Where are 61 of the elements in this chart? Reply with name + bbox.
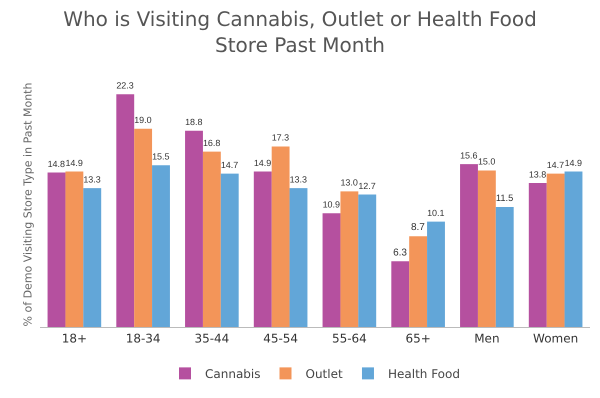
bar bbox=[340, 191, 358, 327]
bar bbox=[496, 206, 514, 327]
x-tick-label: Women bbox=[533, 331, 578, 346]
data-label: 15.5 bbox=[152, 152, 170, 162]
bar bbox=[65, 171, 84, 327]
bar bbox=[409, 236, 428, 327]
bar bbox=[478, 170, 496, 327]
bar bbox=[290, 188, 308, 327]
bar bbox=[322, 213, 340, 327]
bar bbox=[358, 194, 376, 327]
x-tick-label: 45-54 bbox=[263, 331, 298, 346]
data-label: 14.9 bbox=[65, 158, 83, 168]
data-label: 16.8 bbox=[202, 138, 220, 148]
data-label: 6.3 bbox=[393, 247, 408, 258]
data-label: 11.5 bbox=[496, 193, 514, 204]
bar bbox=[134, 128, 152, 327]
data-label: 8.7 bbox=[410, 222, 426, 234]
legend-label: Health Food bbox=[388, 367, 460, 382]
data-label: 10.1 bbox=[427, 208, 445, 218]
bar bbox=[528, 182, 547, 327]
bar bbox=[391, 261, 410, 327]
x-tick-label: 18+ bbox=[62, 331, 88, 346]
data-label: 15.0 bbox=[478, 156, 496, 167]
legend-label: Outlet bbox=[306, 367, 343, 382]
bar bbox=[116, 94, 134, 327]
bar bbox=[185, 130, 203, 327]
data-label: 10.9 bbox=[322, 200, 340, 210]
x-tick-label: 65+ bbox=[405, 331, 431, 346]
data-label: 15.6 bbox=[460, 150, 478, 160]
data-label: 17.3 bbox=[272, 132, 290, 143]
x-tick-label: Men bbox=[474, 331, 500, 346]
bar bbox=[564, 171, 582, 327]
bar bbox=[460, 164, 478, 327]
x-tick-label: 55-64 bbox=[332, 331, 367, 346]
bar bbox=[254, 171, 272, 327]
data-label: 18.8 bbox=[185, 117, 203, 128]
bar bbox=[272, 146, 290, 327]
legend-label: Cannabis bbox=[205, 367, 260, 382]
data-label: 14.9 bbox=[564, 158, 582, 168]
data-label: 22.3 bbox=[116, 80, 134, 91]
bar bbox=[546, 174, 565, 327]
x-tick-label: 35-44 bbox=[194, 331, 230, 346]
data-label: 13.0 bbox=[340, 178, 358, 188]
data-label: 14.7 bbox=[546, 160, 564, 170]
bar bbox=[152, 165, 170, 327]
chart-title: Who is Visiting Cannabis, Outlet or Health Food Store Past Month bbox=[63, 6, 537, 57]
bar bbox=[202, 152, 221, 327]
data-label: 14.8 bbox=[48, 158, 66, 169]
data-label: 14.7 bbox=[220, 160, 238, 170]
x-tick-label: 18-34 bbox=[126, 331, 161, 346]
bar bbox=[220, 174, 239, 327]
data-label: 14.9 bbox=[254, 158, 272, 168]
bar bbox=[427, 222, 445, 327]
data-label: 13.8 bbox=[528, 169, 546, 180]
data-label: 13.3 bbox=[83, 174, 101, 184]
data-label: 19.0 bbox=[134, 114, 152, 125]
bar bbox=[83, 188, 102, 327]
y-axis-title: % of Demo Visiting Store Type in Past Month bbox=[22, 82, 35, 326]
data-label: 13.3 bbox=[290, 174, 308, 184]
bar bbox=[48, 172, 66, 327]
data-label: 12.7 bbox=[358, 180, 376, 191]
